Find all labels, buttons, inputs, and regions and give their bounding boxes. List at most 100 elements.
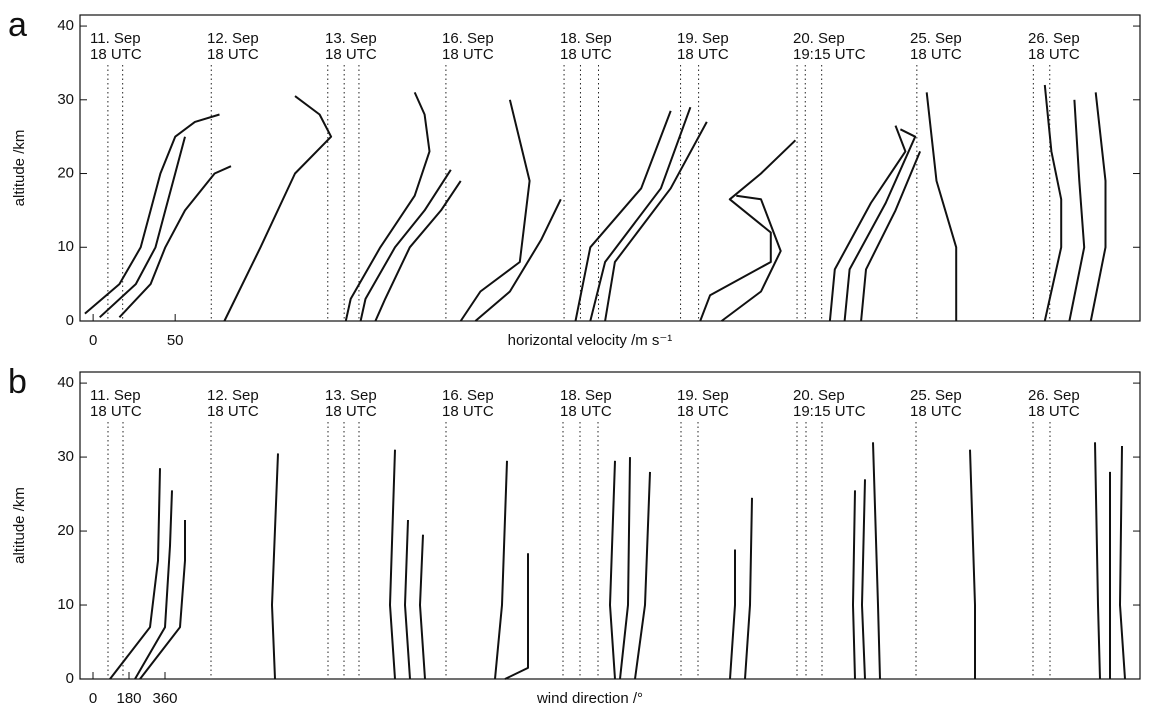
profile-line (223, 95, 333, 322)
time-label: 19:15 UTC (793, 46, 866, 63)
profile-line (843, 128, 917, 322)
date-label: 13. Sep (325, 387, 377, 404)
date-label: 12. Sep (207, 387, 259, 404)
profile-line (359, 169, 452, 322)
profile-line (619, 457, 631, 680)
time-label: 18 UTC (677, 46, 729, 63)
time-label: 18 UTC (442, 46, 494, 63)
x-axis-label: horizontal velocity /m s⁻¹ (508, 332, 673, 349)
y-axis-label: altitude /km (11, 130, 28, 207)
profile-line (574, 110, 672, 322)
date-label: 18. Sep (560, 387, 612, 404)
date-label: 26. Sep (1028, 30, 1080, 47)
profile-line (872, 442, 881, 680)
profile-line (389, 449, 396, 680)
profile-line (494, 460, 508, 680)
time-label: 18 UTC (325, 403, 377, 420)
date-label: 13. Sep (325, 30, 377, 47)
profile-line (609, 460, 616, 680)
time-label: 18 UTC (207, 46, 259, 63)
profile-line (84, 113, 220, 315)
profile-line (474, 198, 562, 322)
profile-line (604, 121, 708, 322)
date-label: 16. Sep (442, 30, 494, 47)
y-tick-label: 10 (57, 596, 74, 613)
x-tick-label: 180 (116, 690, 141, 707)
y-tick-label: 30 (57, 91, 74, 108)
x-axis-label: wind direction /° (536, 690, 643, 707)
y-tick-label: 20 (57, 164, 74, 181)
plot-frame (79, 14, 1141, 322)
profile-line (99, 136, 186, 319)
date-label: 20. Sep (793, 30, 845, 47)
date-label: 19. Sep (677, 30, 729, 47)
y-tick-label: 0 (66, 670, 74, 687)
date-label: 25. Sep (910, 387, 962, 404)
profile-line (744, 497, 753, 680)
profile-line (1068, 99, 1086, 322)
date-label: 11. Sep (90, 30, 141, 47)
x-tick-label: 0 (89, 690, 97, 707)
time-label: 18 UTC (207, 403, 259, 420)
profile-line (634, 471, 651, 680)
profile-line (109, 468, 161, 680)
time-label: 18 UTC (560, 403, 612, 420)
date-label: 18. Sep (560, 30, 612, 47)
time-label: 18 UTC (90, 403, 142, 420)
time-label: 18 UTC (1028, 46, 1080, 63)
profile-line (721, 194, 782, 322)
date-label: 12. Sep (207, 30, 259, 47)
y-axis-label: altitude /km (11, 487, 28, 564)
date-label: 16. Sep (442, 387, 494, 404)
profile-line (699, 139, 797, 322)
profile-line (344, 91, 431, 322)
profile-line (404, 519, 411, 680)
y-tick-label: 40 (57, 374, 74, 391)
time-label: 18 UTC (325, 46, 377, 63)
time-label: 18 UTC (910, 403, 962, 420)
date-label: 25. Sep (910, 30, 962, 47)
y-tick-label: 10 (57, 238, 74, 255)
profile-line (374, 180, 462, 322)
profile-line (271, 453, 279, 680)
profile-line (861, 479, 866, 680)
plot-frame (79, 371, 1141, 680)
y-tick-label: 0 (66, 312, 74, 329)
x-tick-label: 360 (152, 690, 177, 707)
profile-line (118, 165, 232, 318)
profile-line (589, 106, 692, 322)
y-tick-label: 40 (57, 17, 74, 34)
time-label: 19:15 UTC (793, 403, 866, 420)
profile-line (419, 534, 426, 680)
time-label: 18 UTC (677, 403, 729, 420)
profile-line (729, 549, 736, 680)
panel-label: a (8, 6, 27, 44)
profile-line (1089, 92, 1107, 322)
profile-line (1119, 445, 1126, 680)
profile-line (134, 490, 173, 680)
profile-line (504, 553, 529, 680)
time-label: 18 UTC (910, 46, 962, 63)
time-label: 18 UTC (1028, 403, 1080, 420)
profile-line (828, 125, 907, 322)
time-label: 18 UTC (560, 46, 612, 63)
profile-line (852, 490, 856, 680)
profile-line (860, 151, 922, 322)
date-label: 26. Sep (1028, 387, 1080, 404)
y-tick-label: 30 (57, 448, 74, 465)
x-tick-label: 50 (167, 332, 184, 349)
profile-line (139, 520, 186, 680)
time-label: 18 UTC (90, 46, 142, 63)
date-label: 20. Sep (793, 387, 845, 404)
date-label: 19. Sep (677, 387, 729, 404)
profile-line (459, 99, 531, 322)
y-tick-label: 20 (57, 522, 74, 539)
x-tick-label: 0 (89, 332, 97, 349)
profile-line (1094, 442, 1101, 680)
profile-line (1043, 84, 1063, 322)
profile-line (925, 92, 958, 321)
profile-line (969, 449, 976, 679)
time-label: 18 UTC (442, 403, 494, 420)
panel-label: b (8, 363, 27, 401)
